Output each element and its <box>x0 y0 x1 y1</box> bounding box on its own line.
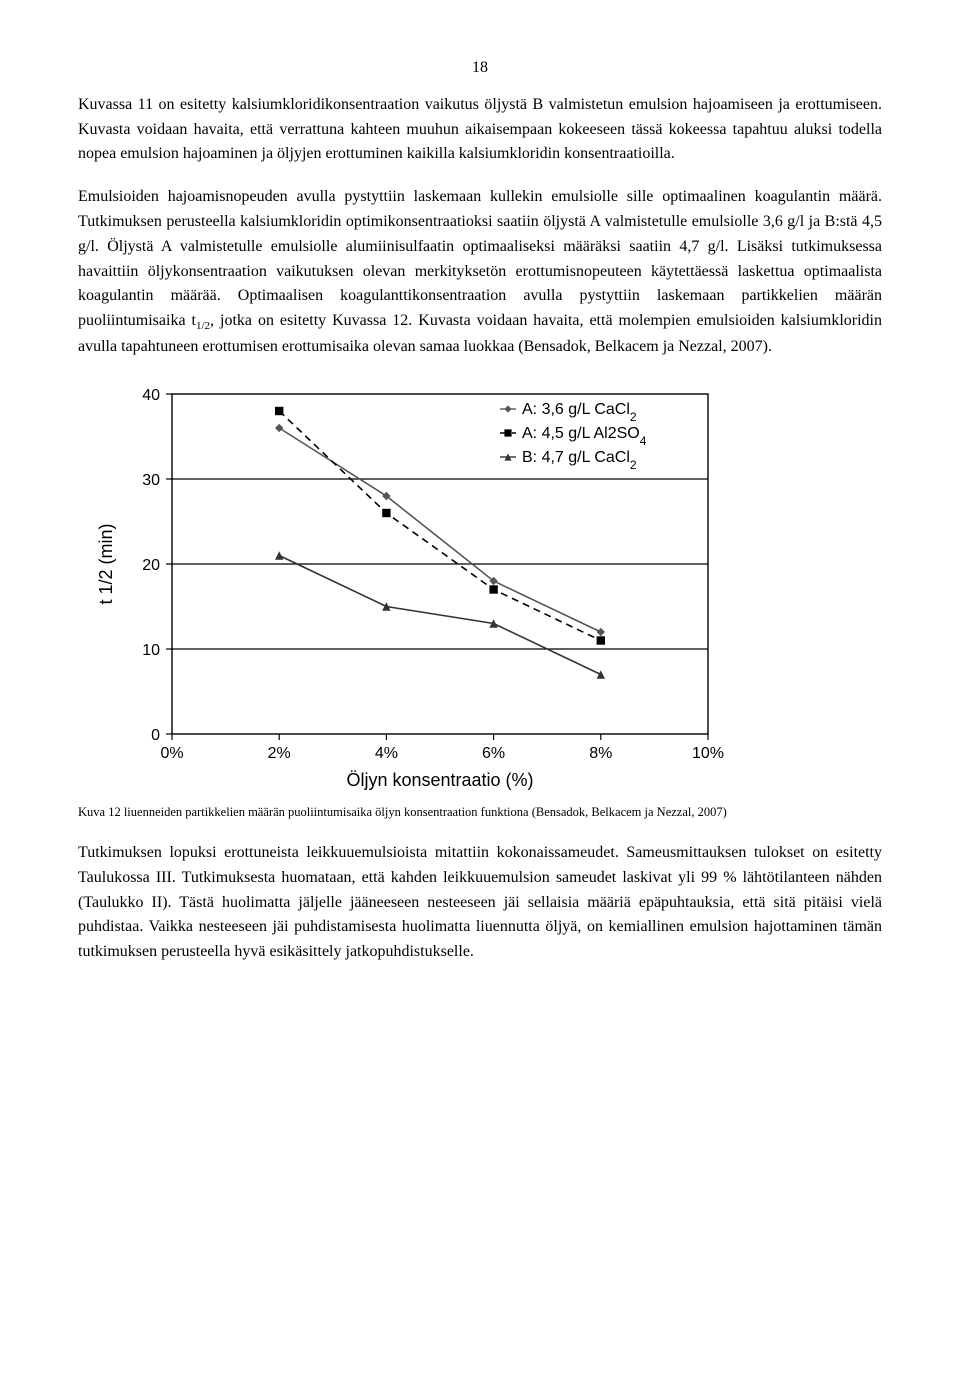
svg-text:20: 20 <box>142 557 160 574</box>
svg-text:0%: 0% <box>160 745 183 762</box>
chart-svg: 0 10 20 30 40 0% 2% 4% 6% 8% 10% Öljyn konsentraati… <box>88 378 728 798</box>
svg-text:30: 30 <box>142 472 160 489</box>
svg-text:6%: 6% <box>482 745 505 762</box>
paragraph-2-sub: 1/2 <box>196 320 210 332</box>
paragraph-3: Tutkimuksen lopuksi erottuneista leikkuu… <box>78 841 882 965</box>
svg-text:Öljyn konsentraatio (%): Öljyn konsentraatio (%) <box>346 770 533 790</box>
svg-text:10: 10 <box>142 642 160 659</box>
paragraph-2: Emulsioiden hajoamisnopeuden avulla pyst… <box>78 185 882 360</box>
figure-12-caption: Kuva 12 liuenneiden partikkelien määrän … <box>78 804 882 821</box>
page-number: 18 <box>78 56 882 81</box>
paragraph-2-a: Emulsioiden hajoamisnopeuden avulla pyst… <box>78 188 882 329</box>
svg-text:8%: 8% <box>589 745 612 762</box>
svg-text:2%: 2% <box>268 745 291 762</box>
paragraph-1: Kuvassa 11 on esitetty kalsiumkloridikon… <box>78 93 882 167</box>
svg-text:10%: 10% <box>692 745 724 762</box>
paragraph-2-b: , jotka on esitetty Kuvassa 12. Kuvasta … <box>78 312 882 355</box>
svg-text:4%: 4% <box>375 745 398 762</box>
figure-12: 0 10 20 30 40 0% 2% 4% 6% 8% 10% Öljyn konsentraati… <box>78 378 882 798</box>
svg-text:0: 0 <box>151 727 160 744</box>
svg-text:40: 40 <box>142 387 160 404</box>
svg-text:t 1/2 (min): t 1/2 (min) <box>96 524 116 605</box>
